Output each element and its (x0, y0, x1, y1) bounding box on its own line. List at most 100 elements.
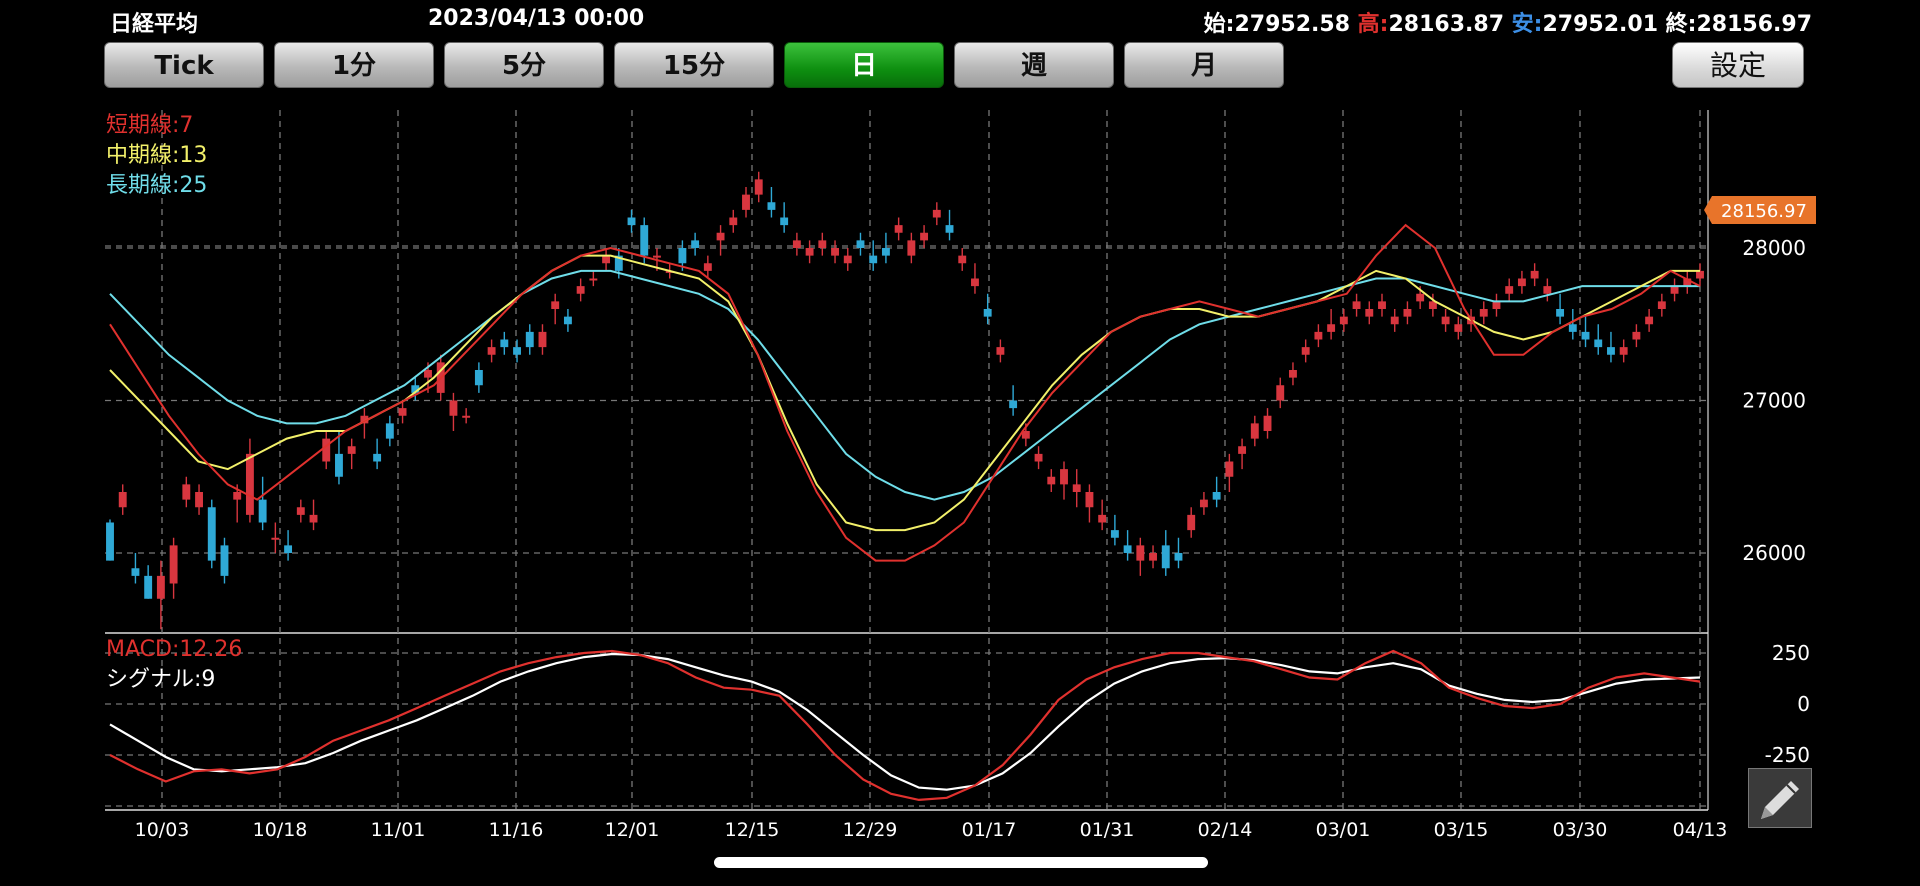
candle-body (627, 217, 636, 226)
candle-body (1479, 309, 1488, 317)
candle-body (1161, 545, 1170, 569)
candle-body (1199, 499, 1208, 508)
candle-body (754, 179, 763, 195)
candle-body (894, 225, 903, 233)
tab-day[interactable]: 日 (784, 42, 944, 88)
candle-body (1492, 301, 1501, 309)
candle-body (653, 255, 661, 258)
candle-body (411, 385, 420, 393)
candle-body (1174, 553, 1183, 561)
candle-body (487, 347, 496, 355)
close-label: 終: (1665, 12, 1697, 37)
candle-body (996, 347, 1005, 355)
candle-body (1607, 347, 1615, 355)
candle-body (1428, 301, 1437, 309)
open-value: 27952.58 (1234, 12, 1350, 37)
candle-body (271, 537, 280, 540)
candle-body (1581, 331, 1590, 340)
signal-line (109, 652, 1701, 791)
candle-body (182, 484, 191, 500)
candle-body (1568, 324, 1577, 332)
candle-body (678, 248, 687, 264)
candle-body (1327, 324, 1336, 332)
x-tick-label: 01/17 (962, 819, 1017, 841)
candle-body (538, 331, 547, 348)
candle-body (1085, 492, 1094, 508)
candle-body (1212, 492, 1221, 500)
tab-tick[interactable]: Tick (104, 42, 264, 88)
long-ma-line (109, 269, 1700, 501)
candle-body (932, 209, 941, 218)
candle-body (1250, 423, 1259, 439)
candle-body (1632, 331, 1641, 340)
candle-body (1594, 339, 1603, 348)
candle-body (373, 453, 382, 462)
x-tick-label: 12/01 (605, 819, 660, 841)
candle-body (1314, 331, 1323, 340)
candle-body (767, 202, 776, 210)
candle-body (589, 278, 598, 281)
candle-body (1645, 316, 1654, 325)
candle-body (831, 248, 839, 256)
tab-month[interactable]: 月 (1124, 42, 1284, 88)
candle-body (385, 423, 394, 439)
x-tick-label: 11/16 (489, 819, 544, 841)
candle-body (1683, 278, 1692, 287)
settings-button[interactable]: 設定 (1672, 42, 1804, 88)
legend-label: シグナル:9 (106, 667, 215, 692)
home-indicator[interactable] (714, 857, 1208, 868)
legend-label: MACD:12.26 (106, 637, 242, 662)
legend-label: 中期線:13 (106, 143, 207, 168)
candle-body (1657, 301, 1666, 309)
candle-body (513, 347, 521, 355)
y-tick-label: 250 (1772, 641, 1810, 665)
tab-1min[interactable]: 1分 (274, 42, 434, 88)
candle-body (1505, 286, 1514, 294)
candle-body (525, 331, 534, 348)
candle-body (1238, 446, 1247, 454)
candle-body (1619, 347, 1628, 355)
candle-body (245, 453, 254, 515)
candle-body (1530, 270, 1539, 279)
short-ma-line (109, 223, 1701, 562)
candle-body (1060, 469, 1068, 485)
candle-body (945, 225, 954, 233)
candle-body (958, 255, 967, 264)
candle-body (602, 255, 611, 264)
candle-body (614, 255, 623, 271)
candle-body (106, 522, 114, 561)
candle-body (1034, 453, 1043, 462)
candle-body (920, 232, 929, 241)
ohlc-summary: 始:27952.58 高:28163.87 安:27952.01 終:28156… (1204, 6, 1812, 38)
legend-label: 短期線:7 (106, 113, 193, 138)
candle-body (449, 400, 458, 416)
candle-body (1301, 347, 1310, 355)
tab-15min[interactable]: 15分 (614, 42, 774, 88)
candle-body (207, 507, 216, 561)
candle-body (1225, 461, 1234, 477)
candle-body (742, 194, 750, 210)
candle-body (780, 217, 789, 226)
candle-body (347, 446, 356, 454)
candle-body (983, 309, 992, 317)
candle-body (1149, 553, 1157, 561)
candle-body (576, 286, 585, 294)
candle-body (1352, 301, 1361, 309)
open-label: 始: (1203, 12, 1235, 37)
candle-body (156, 575, 165, 599)
x-tick-label: 12/15 (725, 819, 780, 841)
high-value: 28163.87 (1388, 12, 1504, 37)
candle-body (398, 408, 407, 416)
drawing-tool-button[interactable] (1748, 768, 1812, 828)
candle-body (818, 240, 827, 248)
x-tick-label: 02/14 (1198, 819, 1253, 841)
candle-body (1517, 278, 1526, 287)
candle-body (1263, 415, 1272, 431)
tab-5min[interactable]: 5分 (444, 42, 604, 88)
macd-line (109, 649, 1701, 802)
candle-body (1556, 309, 1565, 317)
tab-week[interactable]: 週 (954, 42, 1114, 88)
candle-body (233, 492, 242, 500)
candle-body (1390, 316, 1399, 325)
